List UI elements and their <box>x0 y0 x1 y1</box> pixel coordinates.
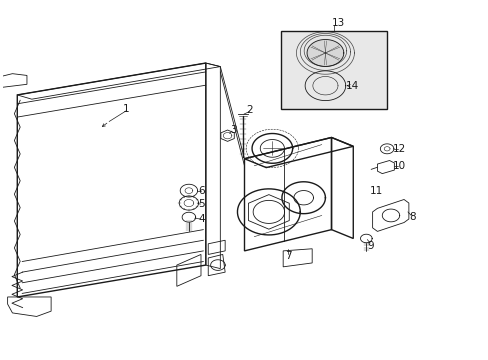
Text: 1: 1 <box>122 104 129 114</box>
Text: 5: 5 <box>198 199 205 209</box>
Text: 9: 9 <box>366 240 373 251</box>
Text: 13: 13 <box>331 18 345 28</box>
Text: 14: 14 <box>345 81 358 91</box>
Text: 12: 12 <box>392 144 405 154</box>
Text: 4: 4 <box>198 214 205 224</box>
Text: 6: 6 <box>198 186 205 195</box>
Text: 8: 8 <box>408 212 415 222</box>
Text: 11: 11 <box>369 186 382 196</box>
Text: 3: 3 <box>230 125 237 135</box>
Text: 7: 7 <box>284 251 291 261</box>
Text: 2: 2 <box>245 105 252 115</box>
Text: 10: 10 <box>392 161 405 171</box>
Polygon shape <box>306 40 343 67</box>
Bar <box>280 31 386 109</box>
